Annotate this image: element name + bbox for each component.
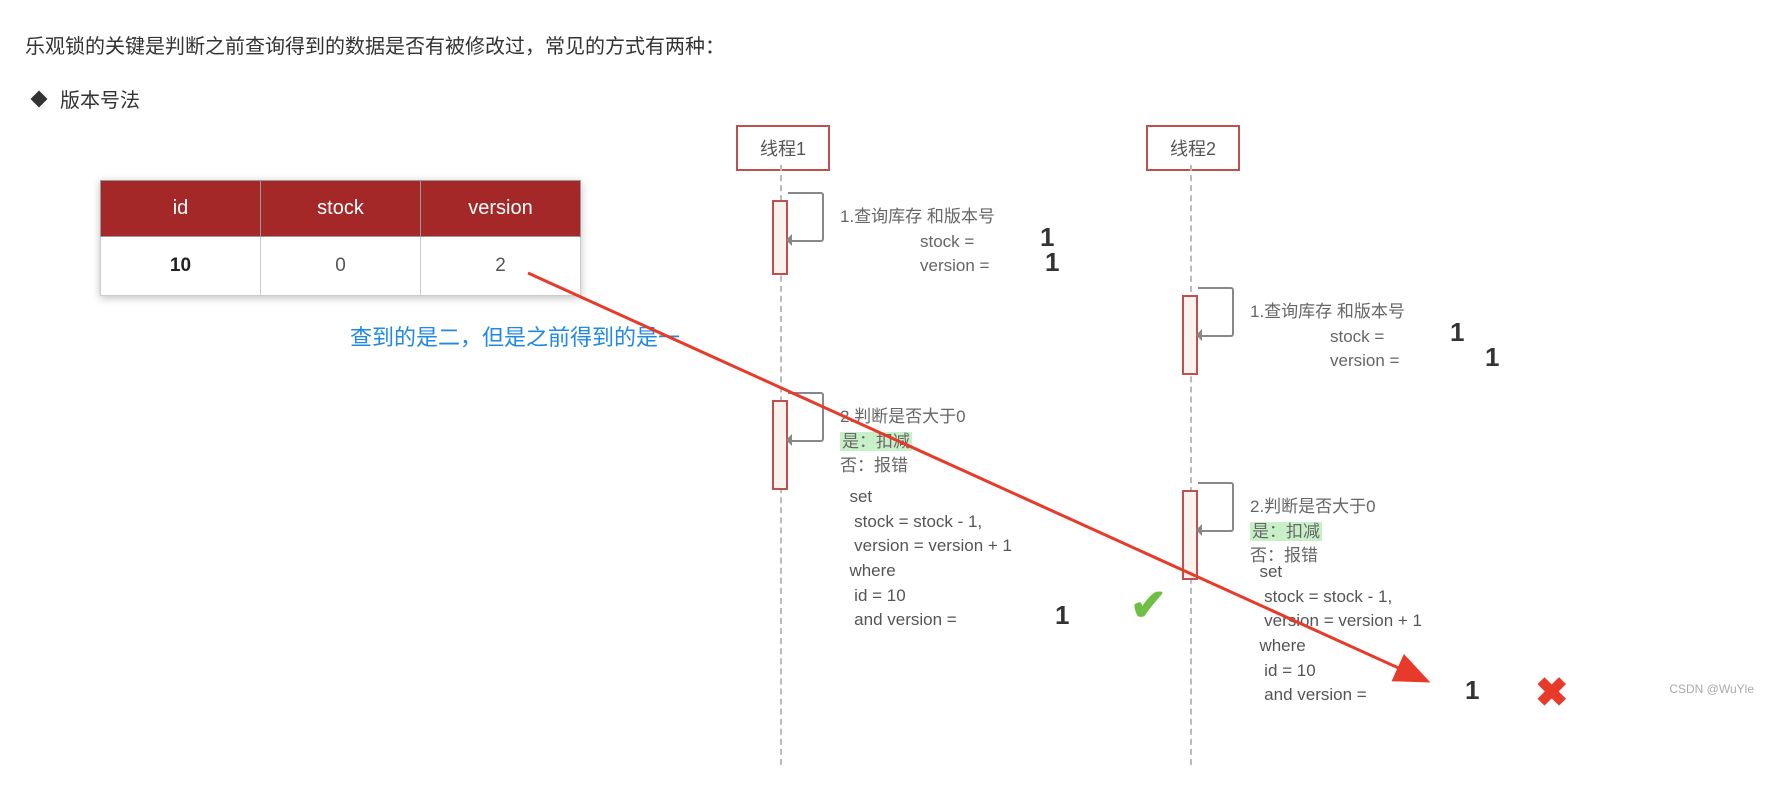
bullet-row: 版本号法 (33, 84, 1769, 113)
t2-step1-version: version = (1330, 349, 1405, 374)
cross-icon: ✖ (1535, 670, 1569, 716)
th-stock: stock (261, 181, 421, 237)
t1-version-val: 1 (1045, 247, 1059, 278)
t1-step2-yes: 是：扣减 (840, 432, 912, 451)
t1-step1-version: version = (920, 254, 995, 279)
t1-step1-title: 1.查询库存 和版本号 (840, 205, 995, 230)
t1-sql: set stock = stock - 1, version = version… (840, 485, 1012, 633)
t1-self-arrow-2 (788, 392, 824, 442)
thread2-header: 线程2 (1146, 125, 1240, 171)
red-arrow (0, 0, 1784, 786)
t2-sql: set stock = stock - 1, version = version… (1250, 560, 1422, 708)
t1-step2-note: 2.判断是否大于0 是：扣减 否：报错 (840, 405, 966, 479)
td-version: 2 (421, 237, 581, 296)
intro-text: 乐观锁的关键是判断之前查询得到的数据是否有被修改过，常见的方式有两种： (25, 30, 1769, 59)
bullet-text: 版本号法 (60, 84, 140, 113)
watermark: CSDN @WuYle (1669, 682, 1754, 696)
check-icon: ✔ (1130, 580, 1167, 631)
t2-step2-title: 2.判断是否大于0 (1250, 495, 1376, 520)
diamond-bullet (31, 90, 48, 107)
t1-self-arrow-1 (788, 192, 824, 242)
t2-where-version: 1 (1465, 675, 1479, 706)
td-id: 10 (101, 237, 261, 296)
t1-step1-stock: stock = (920, 230, 995, 255)
t1-step2-no: 否：报错 (840, 454, 966, 479)
thread2-lifeline (1190, 165, 1192, 765)
t2-step2-note: 2.判断是否大于0 是：扣减 否：报错 (1250, 495, 1376, 569)
blue-annotation: 查到的是二，但是之前得到的是一 (350, 320, 680, 352)
t2-step2-yes: 是：扣减 (1250, 522, 1322, 541)
th-id: id (101, 181, 261, 237)
t2-step1-stock: stock = (1330, 325, 1405, 350)
t2-version-val: 1 (1485, 342, 1499, 373)
t2-self-arrow-2 (1198, 482, 1234, 532)
t1-step1-note: 1.查询库存 和版本号 stock = version = (840, 205, 995, 279)
td-stock: 0 (261, 237, 421, 296)
t2-step1-title: 1.查询库存 和版本号 (1250, 300, 1405, 325)
t1-step2-title: 2.判断是否大于0 (840, 405, 966, 430)
t2-self-arrow-1 (1198, 287, 1234, 337)
thread1-header: 线程1 (736, 125, 830, 171)
t2-step1-note: 1.查询库存 和版本号 stock = version = (1250, 300, 1405, 374)
th-version: version (421, 181, 581, 237)
t2-stock-val: 1 (1450, 317, 1464, 348)
version-table: id stock version 10 0 2 (100, 180, 581, 296)
t1-where-version: 1 (1055, 600, 1069, 631)
